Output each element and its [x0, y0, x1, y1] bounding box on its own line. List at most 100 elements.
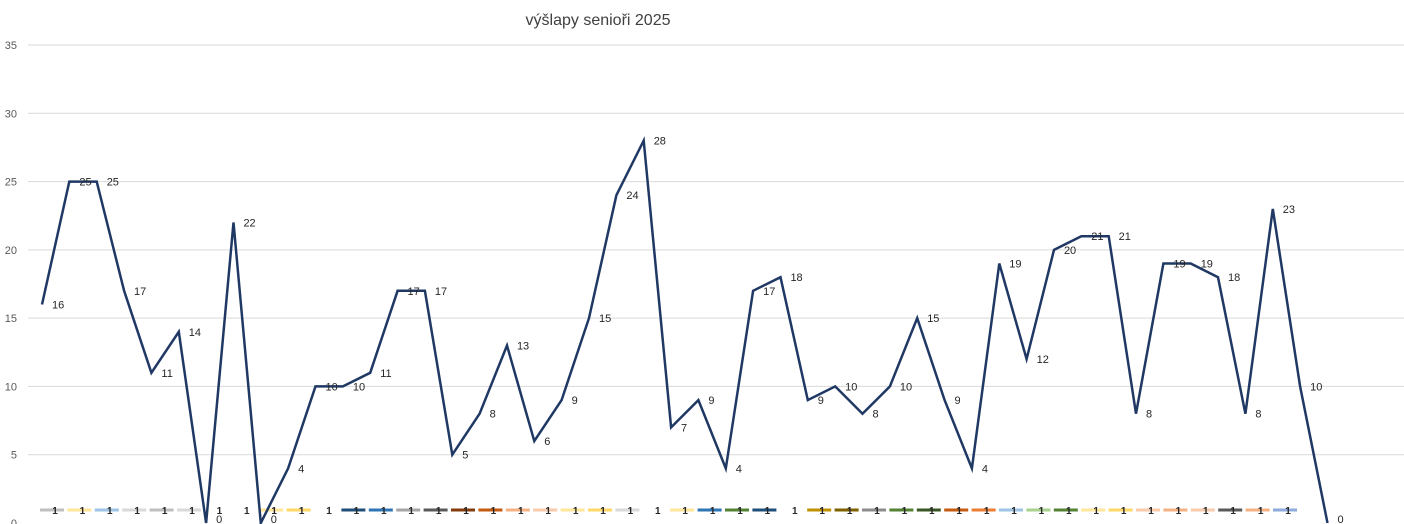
data-label: 8 [1255, 409, 1261, 421]
data-point [696, 398, 700, 402]
data-label: 5 [462, 450, 468, 462]
data-label: 25 [79, 177, 91, 189]
legend-entry-label: 1 [1176, 506, 1182, 517]
data-point [1079, 234, 1083, 238]
data-point [368, 371, 372, 375]
data-point [778, 275, 782, 279]
y-tick-label: 20 [5, 245, 17, 257]
data-point [915, 316, 919, 320]
legend-entry-label: 1 [902, 506, 908, 517]
data-point [751, 289, 755, 293]
data-point [231, 221, 235, 225]
data-point [286, 466, 290, 470]
legend-entry-label: 1 [491, 506, 497, 517]
legend-entry-label: 1 [628, 506, 634, 517]
data-point [478, 412, 482, 416]
y-tick-label: 10 [5, 381, 17, 393]
legend-entry-label: 1 [956, 506, 962, 517]
data-label: 0 [216, 514, 222, 524]
legend-entry-label: 1 [600, 506, 606, 517]
data-label: 25 [107, 177, 119, 189]
legend-entry-label: 1 [819, 506, 825, 517]
legend-entry-label: 1 [1258, 506, 1264, 517]
data-label: 4 [982, 463, 988, 475]
data-point [614, 193, 618, 197]
data-point [1216, 275, 1220, 279]
data-label: 28 [654, 136, 666, 148]
data-label: 11 [380, 368, 391, 380]
legend-entry-label: 1 [1230, 506, 1236, 517]
data-point [396, 289, 400, 293]
data-label: 4 [298, 463, 304, 475]
legend-entry-label: 1 [354, 506, 360, 517]
legend-entry-label: 1 [189, 506, 195, 517]
data-point [833, 384, 837, 388]
legend-entry-label: 1 [792, 506, 798, 517]
data-label: 0 [1337, 514, 1343, 524]
data-point [505, 343, 509, 347]
data-point [861, 412, 865, 416]
legend-entry-label: 1 [217, 506, 223, 517]
legend-entry-label: 1 [765, 506, 771, 517]
legend-entry-label: 1 [682, 506, 688, 517]
legend-entry-label: 1 [463, 506, 469, 517]
legend-entry-label: 1 [436, 506, 442, 517]
data-label: 17 [763, 286, 775, 298]
legend-entry-label: 1 [299, 506, 305, 517]
data-label: 15 [927, 313, 939, 325]
legend-entry-label: 1 [929, 506, 935, 517]
data-label: 15 [599, 313, 611, 325]
legend-entry-label: 1 [984, 506, 990, 517]
data-label: 20 [1064, 245, 1076, 257]
legend-entry-label: 1 [655, 506, 661, 517]
legend-entry-label: 1 [518, 506, 524, 517]
legend-entry-label: 1 [326, 506, 332, 517]
legend-entry-label: 1 [107, 506, 113, 517]
data-label: 10 [353, 381, 365, 393]
data-point [1298, 384, 1302, 388]
data-label: 18 [790, 272, 802, 284]
data-point [997, 262, 1001, 266]
data-point [341, 384, 345, 388]
data-label: 23 [1283, 204, 1295, 216]
data-point [560, 398, 564, 402]
data-point [532, 439, 536, 443]
data-label: 24 [626, 190, 638, 202]
series-line [40, 136, 1329, 524]
data-point [450, 453, 454, 457]
data-label: 8 [873, 409, 879, 421]
data-label: 17 [134, 286, 146, 298]
data-label: 18 [1228, 272, 1240, 284]
legend-entry-label: 1 [134, 506, 140, 517]
data-label: 8 [490, 409, 496, 421]
y-tick-label: 0 [11, 518, 17, 524]
data-label: 9 [818, 395, 824, 407]
data-label: 10 [326, 381, 338, 393]
data-label: 17 [408, 286, 420, 298]
y-tick-label: 5 [11, 450, 17, 462]
legend-entry-label: 1 [573, 506, 579, 517]
data-label: 13 [517, 340, 529, 352]
legend-entry-label: 1 [271, 506, 277, 517]
legend-entry-label: 1 [1093, 506, 1099, 517]
data-label: 12 [1037, 354, 1049, 366]
data-point [1271, 207, 1275, 211]
data-point [67, 180, 71, 184]
legend-entry-label: 1 [874, 506, 880, 517]
data-label: 14 [189, 327, 201, 339]
data-point [149, 371, 153, 375]
data-point [587, 316, 591, 320]
legend-entry-label: 1 [408, 506, 414, 517]
y-tick-label: 30 [5, 108, 17, 120]
data-point [122, 289, 126, 293]
data-label: 8 [1146, 409, 1152, 421]
legend-entry-label: 1 [1011, 506, 1017, 517]
data-point [669, 425, 673, 429]
legend-entry-label: 1 [1148, 506, 1154, 517]
legend-entry-label: 1 [545, 506, 551, 517]
data-label: 19 [1173, 259, 1185, 271]
legend-entry-label: 1 [1203, 506, 1209, 517]
data-label: 4 [736, 463, 742, 475]
